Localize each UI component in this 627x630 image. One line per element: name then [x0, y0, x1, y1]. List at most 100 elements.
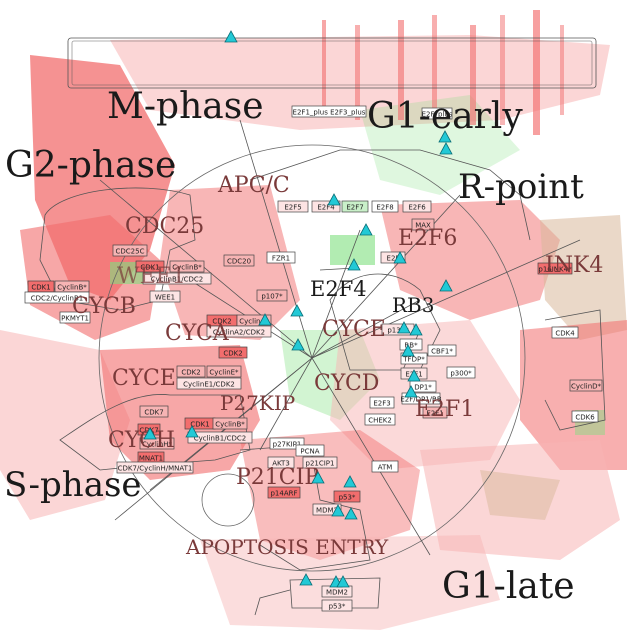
node-cdk7-cyclinh[interactable]: CDK7/CyclinH/MNAT1	[116, 461, 194, 474]
node-e2f3[interactable]: E2F3	[369, 396, 395, 409]
node-cdk6[interactable]: CDK6	[571, 410, 599, 423]
node-label: E2F_plus	[422, 111, 453, 119]
node-cyclina-cdk2[interactable]: CyclinA2/CDK2	[206, 325, 272, 338]
node-p14arf[interactable]: p14ARF	[267, 486, 301, 499]
node-p300[interactable]: p300*	[446, 366, 476, 379]
triangle-marker-icon	[299, 573, 313, 586]
node-label: WEE1	[155, 294, 175, 302]
node-cyclinb-a[interactable]: CyclinB*	[54, 280, 90, 293]
phase-label-s-phase: S-phase	[4, 465, 142, 505]
node-chek2[interactable]: CHEK2	[364, 413, 396, 426]
node-e2f4-n[interactable]: E2F4	[311, 200, 341, 213]
node-box	[411, 218, 435, 231]
node-pcna[interactable]: PCNA	[295, 444, 325, 457]
node-mdm2[interactable]: MDM2	[312, 503, 342, 516]
node-p16ink4[interactable]: p16INK4*	[537, 262, 573, 275]
node-cyclinb-cdc2[interactable]: CyclinB1/CDC2	[142, 272, 212, 285]
node-cdk1-b[interactable]: CDK1	[135, 260, 165, 273]
node-label: CDK7/CyclinH/MNAT1	[118, 465, 193, 473]
phase-labels: M-phase G1-early G2-phase R-point S-phas…	[4, 86, 584, 607]
node-box	[369, 396, 395, 409]
node-mnat1[interactable]: MNAT1	[137, 451, 165, 464]
node-cyclinh[interactable]: CyclinH*	[139, 437, 175, 450]
module-label-cdc25: CDC25	[125, 214, 204, 239]
node-fzr1[interactable]: FZR1	[266, 251, 296, 264]
node-e2f-dp[interactable]: E2F/DP1/RB	[400, 392, 442, 405]
node-box	[422, 406, 448, 419]
node-p21cip1[interactable]: p21CIP1	[302, 456, 338, 469]
triangle-marker-icon	[347, 258, 361, 271]
node-tfdp[interactable]: TFDP*	[400, 352, 428, 365]
node-cycline-cdk2[interactable]: CyclinE1/CDK2	[176, 377, 242, 390]
phase-label-m-phase: M-phase	[107, 86, 264, 127]
node-cyclinb-c[interactable]: CyclinB*	[212, 417, 248, 430]
node-e2f7[interactable]: E2F7	[341, 200, 369, 213]
node-label: CDK1	[190, 421, 209, 429]
node-cdk4[interactable]: CDK4	[551, 326, 579, 339]
node-atm[interactable]: ATM	[371, 460, 399, 473]
node-p27kip1[interactable]: p27KIP1	[269, 437, 305, 450]
node-box	[427, 344, 457, 357]
node-mdm2-b[interactable]: MDM2	[321, 585, 353, 598]
module-label-p21cip: P21CIP	[236, 465, 319, 490]
triangle-marker-icon	[359, 223, 373, 236]
node-box	[402, 200, 432, 213]
node-e2f-top[interactable]: E2F_plus	[421, 107, 453, 120]
module-label-ink4: INK4	[545, 253, 603, 278]
triangle-marker-icon	[258, 313, 272, 326]
node-label: E2F1_plus E2F3_plus	[293, 109, 366, 117]
node-e2f-mid[interactable]: E2F	[380, 251, 406, 264]
node-cycline-a[interactable]: CyclinE*	[206, 365, 242, 378]
phase-label-r-point: R-point	[458, 167, 584, 207]
node-dp1[interactable]: DP1*	[409, 380, 437, 393]
node-e2f6-n[interactable]: E2F6	[402, 200, 432, 213]
node-label: E2F8	[376, 204, 393, 212]
node-wee1-n[interactable]: WEE1	[149, 290, 181, 303]
node-p53-b[interactable]: p53*	[321, 599, 353, 612]
stripe-8	[560, 25, 564, 115]
stripe-4	[432, 15, 437, 115]
node-akt3[interactable]: AKT3	[267, 456, 295, 469]
node-cdc2-cyclinb[interactable]: CDC2/CyclinB1	[24, 291, 90, 304]
node-e2f8[interactable]: E2F8	[371, 200, 399, 213]
node-cdk2-b[interactable]: CDK2	[218, 346, 248, 359]
node-rb[interactable]: RB*	[399, 338, 423, 351]
node-e2f5[interactable]: E2F5	[277, 200, 309, 213]
node-p53[interactable]: p53*	[333, 490, 361, 503]
node-cyclinb-b[interactable]: CyclinB*	[169, 260, 205, 273]
node-box	[401, 392, 441, 405]
triangle-marker-icon	[438, 130, 452, 143]
node-max[interactable]: MAX	[411, 218, 435, 231]
node-box	[380, 251, 406, 264]
node-label: CyclinB*	[215, 421, 245, 429]
node-label: p14ARF	[270, 490, 297, 498]
node-label: E2F/DP1/RB	[400, 396, 442, 404]
node-cdk2-c[interactable]: CDK2	[176, 365, 206, 378]
node-e2f1-e2f3[interactable]: E2F1_plus E2F3_plus	[291, 105, 367, 118]
node-p107[interactable]: p107*	[256, 289, 288, 302]
node-e2f1-b[interactable]: E2F1	[422, 406, 448, 419]
node-label: CyclinD*	[571, 383, 602, 391]
node-box	[269, 437, 305, 450]
node-pkmyt1[interactable]: PKMYT1	[59, 311, 91, 324]
module-label-cyce-lower: CYCE	[112, 366, 176, 391]
node-box	[421, 107, 453, 120]
node-label: E2F6	[408, 204, 426, 212]
node-box	[277, 200, 309, 213]
node-cdk1-c[interactable]: CDK1	[184, 417, 216, 430]
node-cbf1[interactable]: CBF1*	[427, 344, 457, 357]
node-cyclind[interactable]: CyclinD*	[569, 379, 603, 392]
node-label: CyclinA*	[239, 318, 269, 326]
heat-region-pink-bottom	[200, 535, 500, 630]
node-cyclinb1-cdc2[interactable]: CyclinB1/CDC2	[187, 431, 253, 444]
node-label: CyclinB*	[57, 284, 87, 292]
outline-bottom-right	[289, 577, 381, 609]
node-cdc20[interactable]: CDC20	[223, 254, 255, 267]
heat-region-tan-bottom	[480, 470, 560, 520]
node-cdk7[interactable]: CDK7	[139, 405, 169, 418]
outline-center	[329, 273, 441, 371]
node-label: ATM	[378, 464, 393, 472]
node-cdc25c[interactable]: CDC25C	[112, 244, 148, 257]
node-cdk1-a[interactable]: CDK1	[27, 280, 55, 293]
outline-right	[544, 309, 606, 431]
